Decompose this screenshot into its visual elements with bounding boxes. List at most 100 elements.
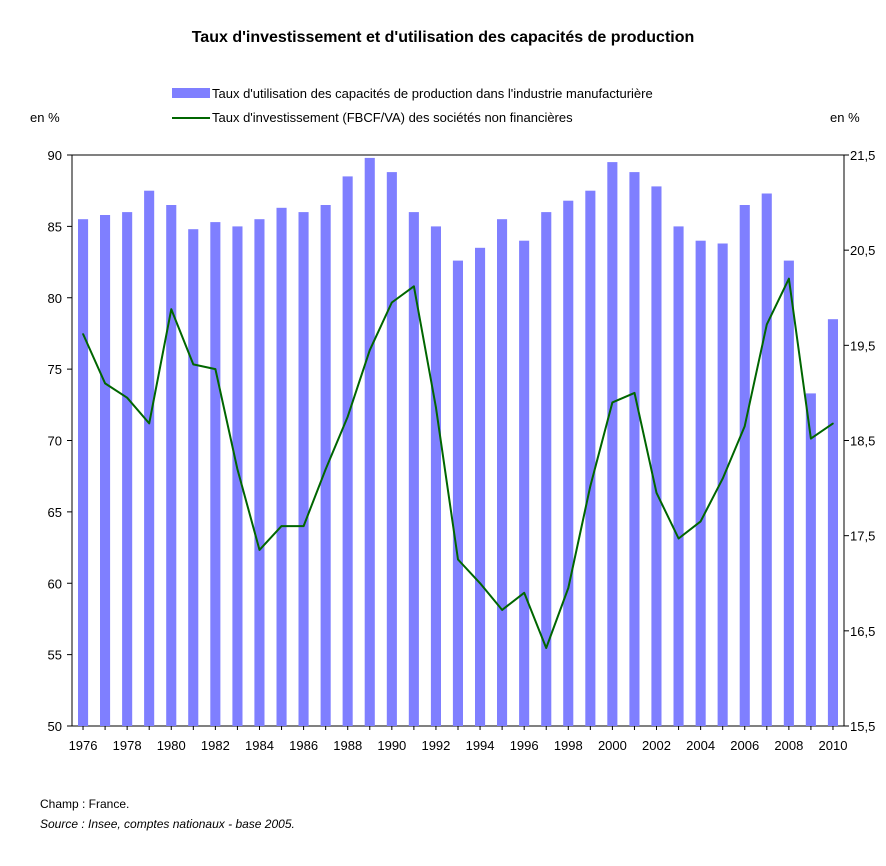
x-tick-label: 2006 (730, 738, 759, 753)
line-point-1993 (457, 558, 459, 561)
line-layer (82, 277, 834, 649)
line-point-2010 (832, 422, 834, 425)
line-point-2009 (810, 437, 812, 440)
line-point-2004 (699, 520, 702, 523)
x-tick-label: 1994 (466, 738, 495, 753)
line-point-1994 (479, 582, 481, 585)
line-point-2000 (611, 401, 614, 404)
line-point-2008 (788, 277, 790, 280)
line-point-2007 (766, 323, 768, 326)
chart-title: Taux d'investissement et d'utilisation d… (192, 29, 695, 46)
line-point-1981 (192, 363, 195, 366)
line-point-1987 (324, 468, 327, 470)
bar-1979 (144, 190, 155, 726)
line-point-1997 (545, 647, 547, 649)
line-point-1978 (126, 396, 128, 399)
right-tick-label: 16,5 (850, 624, 875, 639)
line-point-2003 (677, 537, 680, 540)
bar-1987 (320, 205, 331, 726)
x-tick-label: 1976 (69, 738, 98, 753)
right-tick-label: 18,5 (850, 434, 875, 449)
right-tick-label: 21,5 (850, 148, 875, 163)
line-point-2001 (633, 392, 636, 394)
x-tick-label: 2010 (819, 738, 848, 753)
legend-line-label: Taux d'investissement (FBCF/VA) des soci… (212, 110, 573, 125)
left-axis-unit: en % (30, 110, 60, 125)
bar-1995 (497, 219, 508, 726)
right-tick-label: 15,5 (850, 719, 875, 734)
bar-1999 (585, 190, 596, 726)
bar-2002 (651, 186, 662, 726)
line-point-1992 (435, 406, 437, 409)
bar-1981 (188, 229, 199, 726)
bar-1993 (452, 260, 463, 726)
bar-1986 (298, 212, 309, 727)
x-tick-label: 2008 (774, 738, 803, 753)
left-tick-label: 60 (48, 576, 62, 591)
footer-source: Source : Insee, comptes nationaux - base… (40, 817, 295, 831)
left-tick-label: 55 (48, 648, 62, 663)
x-tick-label: 1982 (201, 738, 230, 753)
bar-2003 (673, 226, 684, 726)
left-tick-label: 65 (48, 505, 62, 520)
bar-1996 (519, 240, 530, 726)
right-tick-label: 19,5 (850, 338, 875, 353)
bar-1976 (78, 219, 89, 726)
bar-1994 (475, 247, 486, 727)
line-point-1996 (523, 592, 525, 594)
line-point-1977 (104, 382, 106, 385)
bar-1985 (276, 207, 287, 727)
line-point-1979 (148, 422, 150, 425)
x-axis: 1976 1978 1980 1982 1984 1986 1988 1990 1992 1994… (69, 726, 848, 753)
left-tick-label: 75 (48, 362, 62, 377)
bar-1978 (122, 212, 133, 727)
x-tick-label: 1990 (377, 738, 406, 753)
bar-1992 (430, 226, 441, 726)
line-point-1995 (501, 609, 503, 611)
left-tick-label: 50 (48, 719, 62, 734)
line-point-1985 (280, 525, 283, 527)
x-tick-label: 2002 (642, 738, 671, 753)
bar-1991 (408, 212, 419, 727)
bar-1997 (541, 212, 552, 727)
left-tick-label: 90 (48, 148, 62, 163)
bar-2001 (629, 172, 640, 727)
footer-champ: Champ : France. (40, 797, 130, 811)
line-point-1988 (346, 415, 349, 418)
bar-1989 (364, 157, 375, 726)
legend-bar-swatch (172, 88, 210, 98)
line-point-2006 (743, 425, 746, 428)
bar-2005 (717, 243, 728, 726)
bar-1983 (232, 226, 243, 726)
bar-2009 (805, 393, 816, 726)
bar-1977 (100, 215, 111, 726)
bar-1982 (210, 222, 221, 726)
bar-2007 (761, 193, 772, 726)
bar-2010 (827, 319, 838, 726)
x-tick-label: 1998 (554, 738, 583, 753)
x-tick-label: 1984 (245, 738, 274, 753)
x-tick-label: 1996 (510, 738, 539, 753)
x-tick-label: 1992 (421, 738, 450, 753)
left-tick-label: 85 (48, 219, 62, 234)
bar-1988 (342, 176, 353, 726)
bar-1980 (166, 205, 177, 726)
right-tick-label: 20,5 (850, 243, 875, 258)
line-point-1991 (413, 285, 415, 288)
bars-layer (78, 157, 838, 727)
x-tick-label: 1980 (157, 738, 186, 753)
line-point-1986 (302, 525, 305, 527)
legend-bar-label: Taux d'utilisation des capacités de prod… (212, 86, 653, 101)
bar-2000 (607, 162, 618, 727)
left-tick-label: 70 (48, 434, 62, 449)
right-tick-label: 17,5 (850, 529, 875, 544)
left-axis: 50 55 60 65 70 75 80 85 90 (48, 148, 72, 734)
line-point-1976 (82, 333, 84, 335)
bar-1998 (563, 200, 574, 726)
right-axis: 15,5 16,5 17,5 18,5 19,5 20,5 21,5 (844, 148, 875, 734)
line-point-2005 (721, 477, 724, 480)
line-point-1983 (236, 468, 239, 470)
bar-2008 (783, 260, 794, 726)
line-point-1999 (589, 485, 592, 488)
